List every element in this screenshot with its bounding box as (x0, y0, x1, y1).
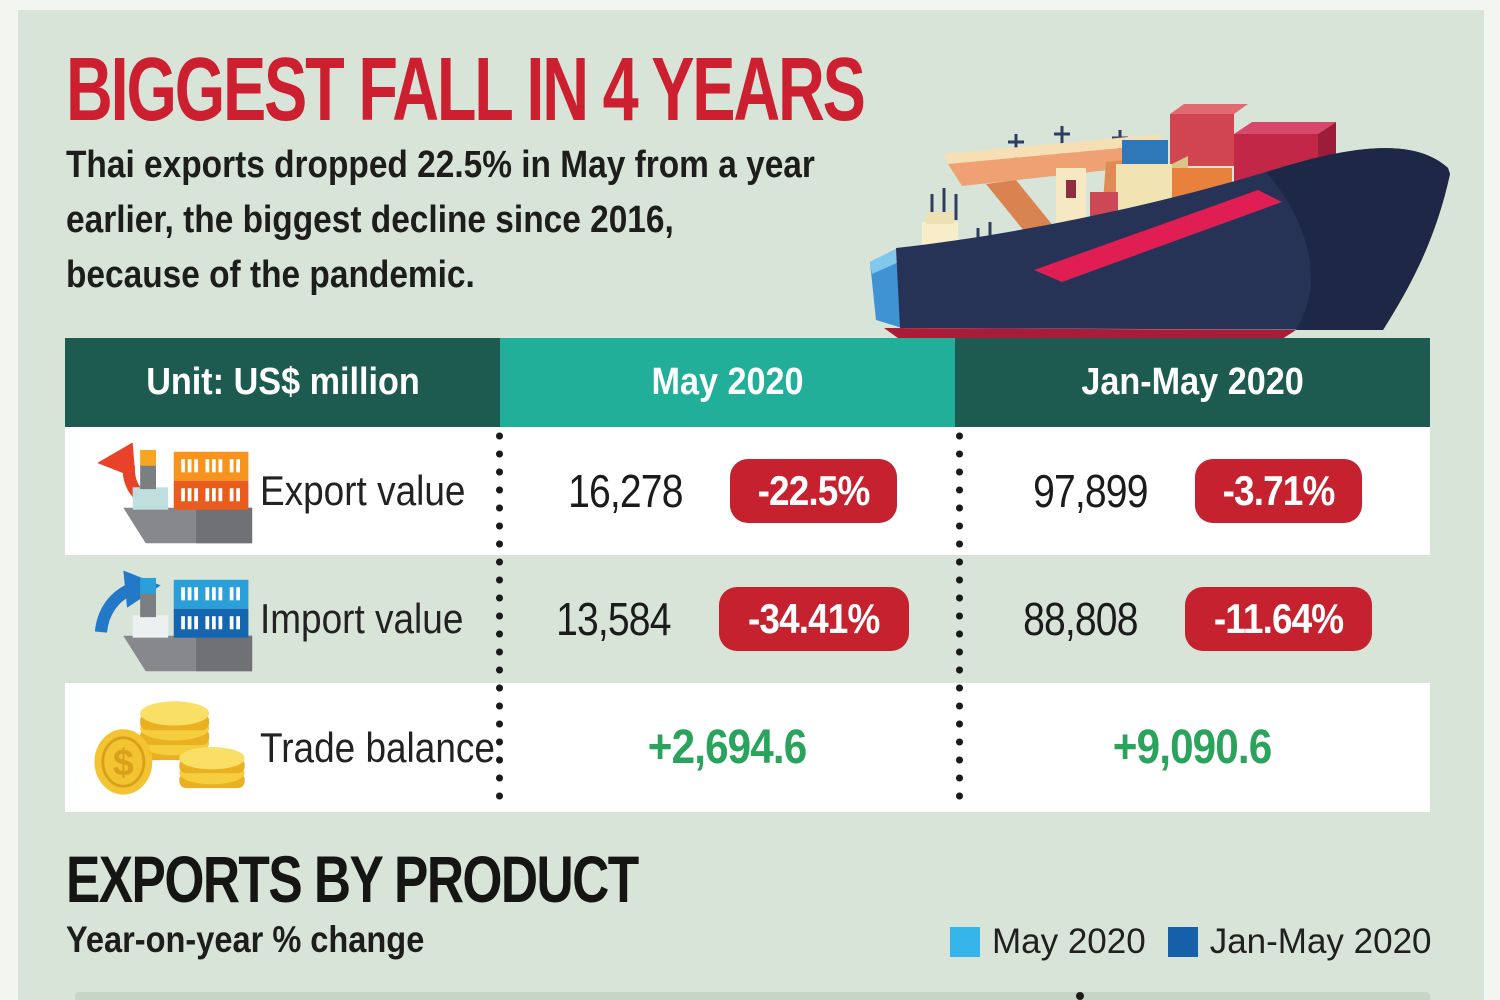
section-title: EXPORTS BY PRODUCT (66, 842, 639, 916)
import-jan-may-value: 88,808 (1022, 593, 1138, 645)
chart-axis-dot (1076, 992, 1084, 1000)
trade-balance-jan-may-cell: +9,090.6 (955, 683, 1430, 812)
chart-area-top-edge (75, 992, 1430, 1000)
intro-line: Thai exports dropped 22.5% in May from a… (66, 144, 815, 186)
legend-swatch-may-2020 (950, 927, 980, 957)
table-header-may-2020: May 2020 (500, 338, 955, 427)
trade-balance-may-cell: +2,694.6 (500, 683, 955, 812)
chart-legend: May 2020 Jan-May 2020 (950, 922, 1432, 962)
coins-icon: $ (94, 701, 245, 795)
export-jan-may-cell: 97,899 -3.71% (955, 427, 1430, 555)
import-may-value: 13,584 (556, 593, 672, 645)
legend-item-may-2020: May 2020 (950, 922, 1146, 962)
import-may-change-badge: -34.41% (719, 587, 909, 651)
table-row-import: Import value 13,584 -34.41% 88,808 -11.6… (65, 555, 1430, 683)
export-may-value: 16,278 (567, 465, 683, 517)
table-row-export: Export value 16,278 -22.5% 97,899 -3.71% (65, 427, 1430, 555)
section-subtitle: Year-on-year % change (66, 919, 425, 960)
row-label-trade-balance: Trade balance (260, 723, 495, 771)
import-ship-icon (94, 570, 253, 672)
row-label-import: Import value (260, 595, 464, 642)
import-jan-may-cell: 88,808 -11.64% (955, 555, 1430, 683)
trade-balance-may-value: +2,694.6 (648, 721, 807, 774)
cargo-ship-illustration (870, 104, 1450, 343)
column-separator-dotted (956, 432, 963, 804)
export-jan-may-change-badge: -3.71% (1195, 459, 1363, 523)
import-may-cell: 13,584 -34.41% (500, 555, 955, 683)
intro-text: Thai exports dropped 22.5% in May from a… (66, 138, 815, 303)
trade-balance-jan-may-value: +9,090.6 (1113, 721, 1272, 774)
export-may-cell: 16,278 -22.5% (500, 427, 955, 555)
table-header-unit: Unit: US$ million (65, 338, 500, 427)
legend-label-may-2020: May 2020 (992, 922, 1146, 961)
legend-item-jan-may-2020: Jan-May 2020 (1167, 922, 1432, 962)
table-row-trade-balance: $ Trade balance +2,694.6 +9,090.6 (65, 683, 1430, 812)
intro-line: earlier, the biggest decline since 2016, (66, 199, 674, 241)
row-label-export: Export value (260, 467, 466, 514)
import-jan-may-change-badge: -11.64% (1185, 587, 1373, 651)
legend-swatch-jan-may-2020 (1167, 927, 1198, 957)
svg-text:$: $ (113, 741, 134, 783)
page-title: BIGGEST FALL IN 4 YEARS (66, 40, 866, 140)
intro-line: because of the pandemic. (66, 254, 475, 296)
column-separator-dotted (496, 432, 503, 804)
legend-label-jan-may-2020: Jan-May 2020 (1209, 922, 1432, 961)
export-may-change-badge: -22.5% (730, 459, 898, 523)
export-jan-may-value: 97,899 (1032, 465, 1148, 517)
table-header-jan-may-2020: Jan-May 2020 (955, 338, 1430, 427)
export-ship-icon (97, 442, 253, 544)
